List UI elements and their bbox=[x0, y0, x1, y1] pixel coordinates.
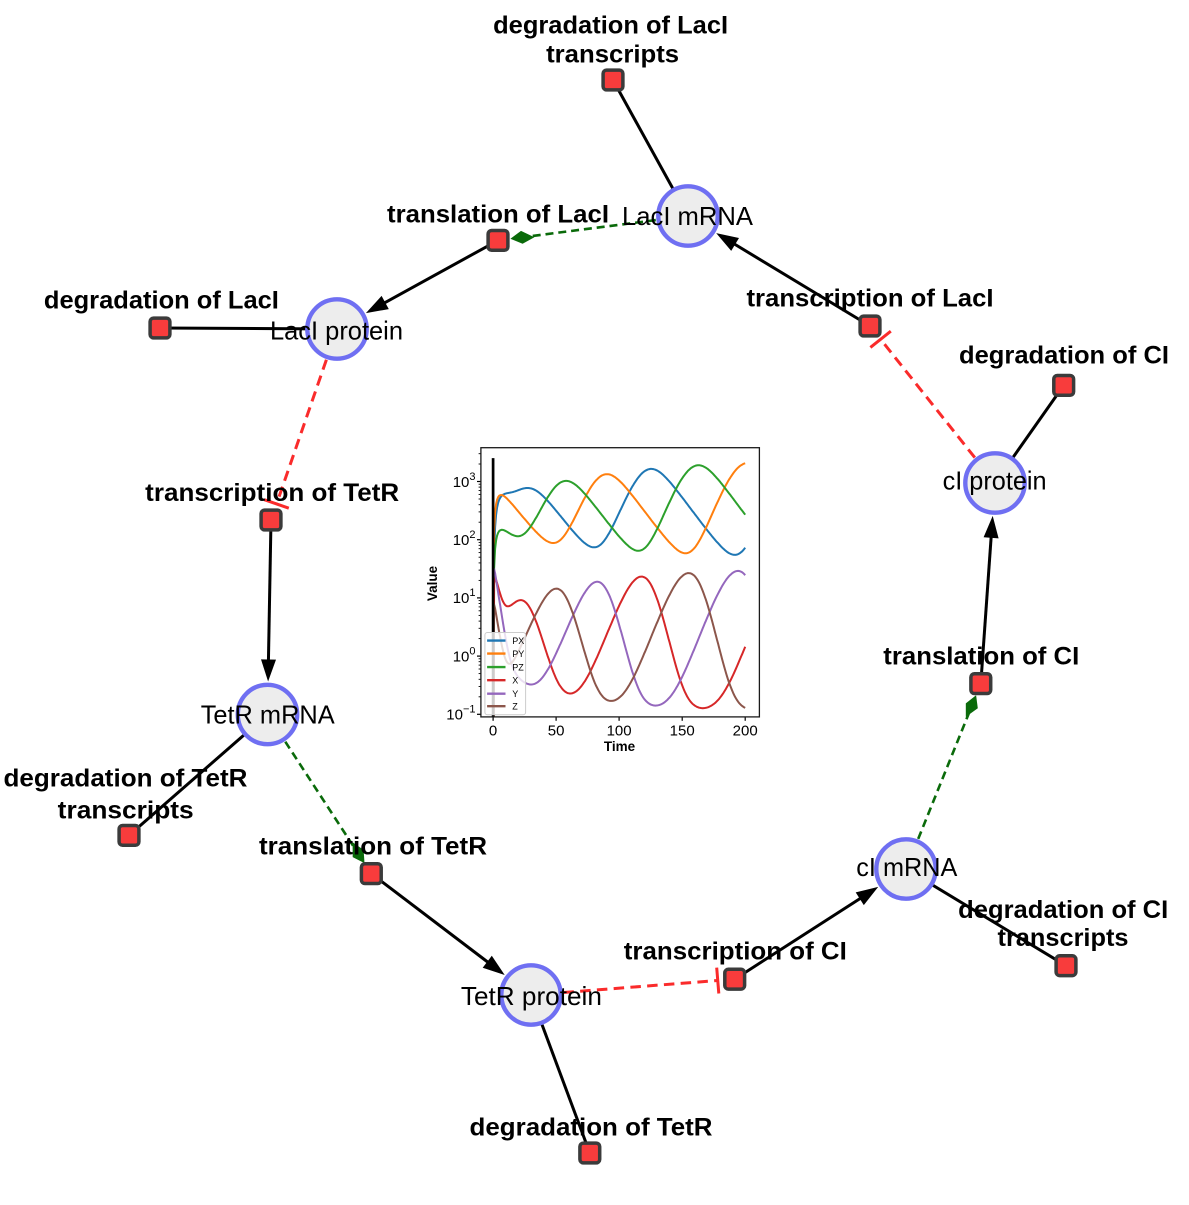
svg-text:transcripts: transcripts bbox=[58, 796, 194, 824]
svg-text:TetR mRNA: TetR mRNA bbox=[201, 700, 336, 730]
svg-text:degradation of CI: degradation of CI bbox=[958, 896, 1168, 924]
svg-text:PX: PX bbox=[512, 636, 524, 646]
svg-text:Time: Time bbox=[604, 739, 636, 754]
svg-text:Y: Y bbox=[512, 689, 518, 699]
svg-text:translation of CI: translation of CI bbox=[883, 643, 1079, 671]
svg-text:cI mRNA: cI mRNA bbox=[856, 852, 958, 882]
svg-text:Z: Z bbox=[512, 701, 518, 711]
svg-text:degradation of LacI: degradation of LacI bbox=[493, 12, 728, 40]
svg-text:LacI protein: LacI protein bbox=[270, 316, 403, 346]
svg-text:degradation of CI: degradation of CI bbox=[959, 341, 1169, 369]
svg-text:transcription of TetR: transcription of TetR bbox=[145, 479, 399, 507]
svg-text:100: 100 bbox=[607, 723, 632, 740]
svg-text:150: 150 bbox=[670, 723, 695, 740]
svg-text:transcripts: transcripts bbox=[998, 924, 1129, 952]
svg-text:transcription of CI: transcription of CI bbox=[624, 938, 847, 966]
svg-text:Value: Value bbox=[425, 565, 440, 601]
svg-text:200: 200 bbox=[733, 723, 758, 740]
svg-text:0: 0 bbox=[489, 723, 497, 740]
svg-text:transcripts: transcripts bbox=[546, 41, 679, 69]
svg-text:degradation of LacI: degradation of LacI bbox=[44, 287, 279, 315]
svg-text:transcription of LacI: transcription of LacI bbox=[747, 285, 994, 313]
svg-text:PY: PY bbox=[512, 649, 524, 659]
svg-text:translation of TetR: translation of TetR bbox=[259, 832, 487, 860]
svg-text:X: X bbox=[512, 675, 518, 685]
svg-text:PZ: PZ bbox=[512, 662, 524, 672]
svg-text:degradation of TetR: degradation of TetR bbox=[4, 765, 248, 793]
svg-text:translation of LacI: translation of LacI bbox=[387, 200, 609, 228]
svg-text:cI protein: cI protein bbox=[943, 466, 1047, 496]
svg-text:degradation of TetR: degradation of TetR bbox=[470, 1113, 713, 1141]
svg-text:LacI mRNA: LacI mRNA bbox=[622, 201, 754, 231]
svg-text:50: 50 bbox=[548, 723, 565, 740]
svg-text:TetR protein: TetR protein bbox=[461, 981, 602, 1011]
